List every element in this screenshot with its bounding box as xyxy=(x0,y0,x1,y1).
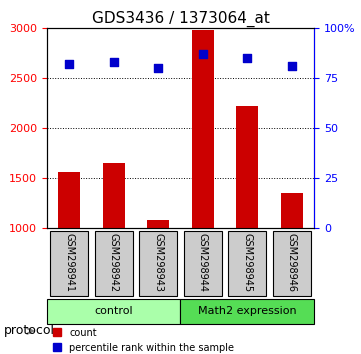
Bar xyxy=(192,30,214,228)
FancyBboxPatch shape xyxy=(180,298,314,324)
Text: GSM298942: GSM298942 xyxy=(109,233,119,292)
Title: GDS3436 / 1373064_at: GDS3436 / 1373064_at xyxy=(92,11,269,27)
Text: control: control xyxy=(95,306,133,316)
Text: GSM298943: GSM298943 xyxy=(153,233,163,292)
Text: Math2 expression: Math2 expression xyxy=(198,306,297,316)
Point xyxy=(66,62,72,67)
FancyBboxPatch shape xyxy=(229,230,266,296)
Bar xyxy=(103,164,125,228)
Text: GSM298944: GSM298944 xyxy=(198,233,208,292)
Text: GSM298946: GSM298946 xyxy=(287,233,297,292)
FancyBboxPatch shape xyxy=(184,230,222,296)
Point xyxy=(244,56,250,61)
Text: GSM298941: GSM298941 xyxy=(64,233,74,292)
Bar xyxy=(280,193,303,228)
Point xyxy=(200,51,206,57)
Bar xyxy=(58,172,80,228)
Point xyxy=(155,65,161,71)
FancyBboxPatch shape xyxy=(95,230,132,296)
FancyBboxPatch shape xyxy=(47,298,180,324)
Point xyxy=(289,63,295,69)
FancyBboxPatch shape xyxy=(273,230,311,296)
Legend: count, percentile rank within the sample: count, percentile rank within the sample xyxy=(52,328,234,353)
Bar xyxy=(147,221,169,228)
FancyBboxPatch shape xyxy=(139,230,177,296)
FancyBboxPatch shape xyxy=(50,230,88,296)
Point xyxy=(111,59,117,65)
Text: protocol: protocol xyxy=(4,325,55,337)
Text: GSM298945: GSM298945 xyxy=(242,233,252,292)
Bar xyxy=(236,106,258,228)
